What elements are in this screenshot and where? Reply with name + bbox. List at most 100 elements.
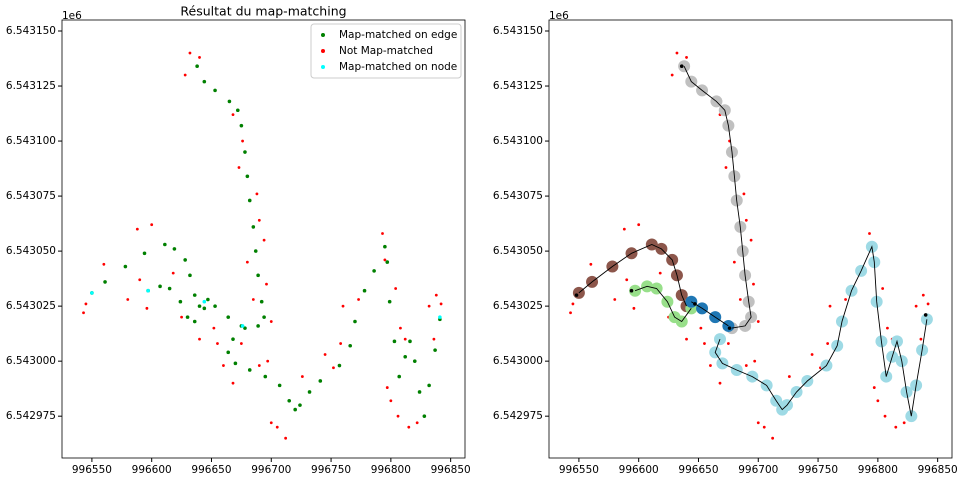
point [427,304,431,308]
point [727,326,732,330]
y-tick-label: 6.543125 [6,80,56,92]
point [894,425,898,429]
point [693,302,697,306]
y-tick-label: 6.542975 [493,410,543,422]
point [357,298,360,301]
point [387,299,392,304]
x-tick-label: 996850 [918,464,958,476]
point [738,298,742,301]
point [82,311,85,315]
point [742,192,746,196]
point [138,278,142,282]
point [732,260,736,264]
point [753,359,757,363]
point [231,381,235,385]
x-tick-label: 996800 [858,464,898,476]
point [872,386,876,389]
point [318,379,323,383]
point [284,436,288,440]
point [432,337,436,341]
point [699,326,703,330]
point [417,390,422,394]
point [240,324,245,328]
point [919,337,923,341]
point [269,320,273,323]
legend: Map-matched on edge Not Map-matched Map-ma… [310,23,462,79]
point [403,337,407,341]
point [275,425,279,429]
y-tick-label: 6.543025 [493,300,543,312]
point [679,64,684,69]
point [722,319,735,332]
point [362,288,367,293]
legend-marker [321,33,325,37]
point [243,326,247,330]
point [572,286,585,299]
point [718,381,722,385]
point [756,320,760,323]
point [226,350,231,355]
point [213,304,217,308]
x-tick-label: 996600 [132,464,172,476]
point [233,361,238,366]
point [381,232,384,235]
point [771,436,775,440]
point [571,302,575,306]
point [227,99,232,104]
point [212,326,216,330]
point [675,51,679,55]
point [397,374,402,379]
point [243,150,247,154]
point [422,414,427,418]
point [257,218,261,222]
point [883,414,887,418]
legend-text: Not Map-matched [339,45,433,57]
x-tick-label: 996600 [619,464,659,476]
point [247,368,252,372]
point [323,353,327,356]
point [383,244,387,249]
point [415,421,419,425]
point [102,262,106,266]
marks [82,51,443,440]
x-tick-label: 996850 [431,464,471,476]
point [239,342,243,345]
point [348,343,352,348]
y-tick-label: 6.543150 [6,25,56,37]
point [613,298,617,301]
y-tick-label: 6.542975 [6,410,56,422]
point [135,227,139,231]
point [589,262,593,266]
point [385,260,390,264]
point [180,315,183,319]
point [90,291,94,295]
point [385,386,389,389]
point [433,348,437,352]
point [241,139,244,143]
point [389,399,393,403]
point [277,383,282,388]
point [658,271,662,275]
point [372,269,376,273]
x-tick-label: 996650 [678,464,718,476]
point [724,166,728,169]
point [231,113,235,117]
point [103,280,107,284]
y-tick-label: 6.543050 [493,245,543,257]
point [726,342,730,345]
x-tick-label: 996700 [738,464,778,476]
point [202,306,207,311]
point [914,304,918,308]
point [353,319,357,324]
legend-marker [321,49,325,53]
x-tick-label: 996750 [311,464,351,476]
point [216,342,219,345]
point [427,383,431,388]
point [195,64,199,69]
point [744,364,748,367]
point [298,403,302,407]
point [188,273,192,278]
chart-title: Résultat du map-matching [180,4,346,19]
point [926,302,930,306]
